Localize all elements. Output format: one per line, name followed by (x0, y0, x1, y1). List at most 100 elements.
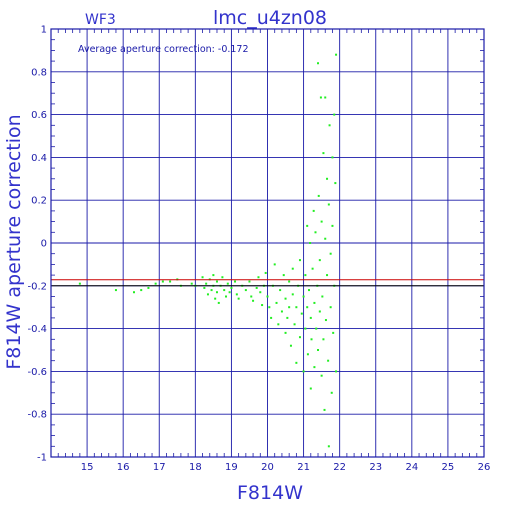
data-point (317, 62, 320, 65)
data-point (335, 370, 338, 373)
data-point (302, 295, 305, 298)
data-point (300, 312, 303, 315)
data-point (318, 310, 321, 313)
y-tick-labels: -1 -0.8 -0.6 -0.4 -0.2 0 0.2 0.4 0.6 0.8 1 (27, 25, 47, 464)
y-tick-label: -1 (37, 453, 47, 464)
data-point (280, 310, 283, 313)
data-point (284, 297, 287, 300)
data-point (302, 370, 305, 373)
data-point (235, 293, 238, 296)
data-point (320, 374, 323, 377)
data-point (210, 289, 213, 292)
data-point (309, 387, 312, 390)
data-point (306, 306, 309, 309)
data-point (321, 295, 324, 298)
data-point (324, 319, 327, 322)
data-point (314, 231, 317, 234)
data-point (230, 286, 233, 289)
data-point (261, 304, 264, 307)
data-point (329, 306, 332, 309)
data-point (293, 323, 296, 326)
data-point (291, 293, 294, 296)
y-tick-label: -0.8 (27, 410, 47, 421)
data-point (291, 267, 294, 270)
data-point (244, 289, 247, 292)
data-point (288, 306, 291, 309)
data-point (78, 282, 81, 285)
data-point (286, 316, 289, 319)
data-point (114, 289, 117, 292)
x-tick-label: 21 (297, 462, 310, 473)
data-point (317, 194, 320, 197)
chart-annotation: Average aperture correction: -0.172 (78, 44, 249, 55)
data-point (264, 271, 267, 274)
data-point (327, 359, 330, 362)
data-point (309, 242, 312, 244)
y-axis-label: F814W aperture correction (3, 114, 25, 369)
data-point (223, 289, 226, 292)
data-point (328, 124, 331, 127)
data-point (284, 331, 287, 334)
data-point (332, 331, 335, 334)
data-point (307, 289, 310, 292)
data-point (311, 267, 314, 270)
data-point (313, 301, 316, 304)
data-point (190, 282, 193, 285)
data-point (140, 289, 143, 292)
grid-lines (51, 29, 484, 457)
data-point (322, 152, 325, 155)
data-point (320, 220, 323, 223)
data-point (295, 361, 298, 364)
data-point (132, 291, 135, 294)
data-point (317, 349, 320, 351)
data-point (324, 96, 327, 99)
x-tick-labels: 15 16 17 18 19 20 21 22 23 24 25 26 (81, 462, 491, 473)
data-point (161, 280, 164, 283)
data-point (226, 282, 229, 285)
data-point (315, 327, 318, 330)
data-point (268, 306, 271, 309)
data-point (169, 280, 172, 283)
x-tick-label: 19 (225, 462, 238, 473)
data-point (277, 323, 280, 326)
x-tick-label: 25 (442, 462, 455, 473)
y-tick-label: 1 (41, 25, 47, 36)
data-point (304, 274, 307, 277)
data-point (147, 286, 150, 289)
y-tick-label: 0.4 (31, 153, 47, 164)
data-point (333, 113, 336, 116)
data-point (225, 295, 228, 298)
data-point (257, 276, 260, 279)
data-point (288, 280, 291, 283)
data-point (298, 259, 301, 262)
data-point (306, 224, 309, 227)
chart-title: lmc_u4zn08 (213, 7, 327, 29)
data-point (319, 96, 322, 99)
data-point (228, 291, 231, 294)
x-tick-label: 16 (117, 462, 130, 473)
data-point (310, 338, 313, 341)
data-point (309, 316, 312, 319)
data-point (259, 291, 262, 294)
data-point (273, 263, 276, 266)
x-tick-label: 17 (153, 462, 166, 473)
x-tick-label: 23 (369, 462, 382, 473)
x-tick-label: 15 (81, 462, 94, 473)
data-point (324, 237, 327, 240)
data-point (335, 53, 338, 56)
data-points (78, 53, 338, 448)
data-point (326, 177, 329, 180)
x-tick-label: 18 (189, 462, 202, 473)
y-tick-label: -0.6 (27, 367, 47, 378)
data-point (215, 280, 218, 283)
y-tick-label: -0.4 (27, 324, 47, 335)
y-tick-label: 0 (41, 239, 47, 250)
data-point (327, 445, 330, 448)
data-point (255, 286, 258, 289)
data-point (295, 306, 298, 309)
data-point (270, 316, 273, 319)
data-point (252, 299, 255, 302)
data-point (201, 276, 204, 279)
data-point (304, 327, 307, 330)
